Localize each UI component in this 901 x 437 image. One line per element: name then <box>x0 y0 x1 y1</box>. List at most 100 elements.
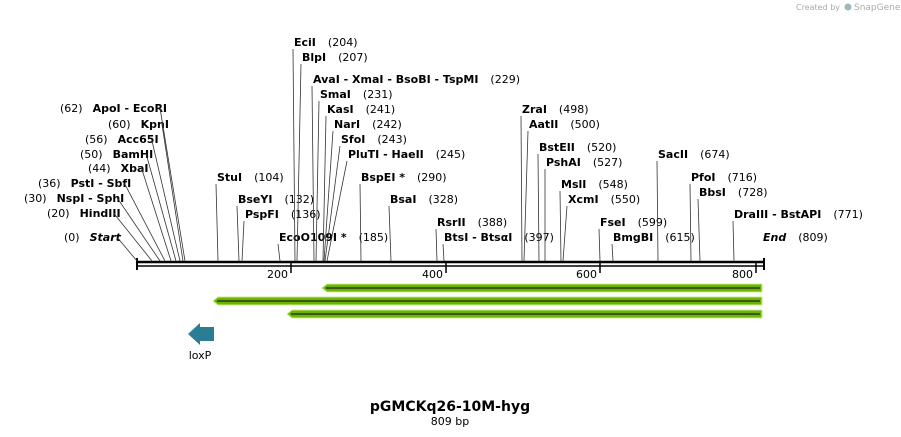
site-position: (716) <box>728 171 758 184</box>
enzyme-name: BseYI <box>238 193 272 206</box>
cut-line <box>324 145 341 262</box>
site-label: BtsI - BtsαI (397) <box>444 231 554 244</box>
cut-line <box>323 130 334 262</box>
cut-line <box>116 236 138 262</box>
site-position: (527) <box>593 156 623 169</box>
site-position: (550) <box>611 193 641 206</box>
enzyme-name: PstI - SbfI <box>71 177 132 190</box>
cut-line <box>656 160 659 262</box>
ruler-label: 200 <box>267 268 288 281</box>
site-position: (231) <box>363 88 393 101</box>
site-label: End (809) <box>763 231 828 244</box>
enzyme-name: XbaI <box>121 162 149 175</box>
cut-line <box>277 243 281 262</box>
enzyme-name: MslI <box>561 178 586 191</box>
enzyme-name: BlpI <box>302 51 326 64</box>
site-position: (50) <box>80 148 103 161</box>
site-position: (207) <box>338 51 368 64</box>
cut-line <box>241 220 245 262</box>
site-position: (30) <box>24 192 47 205</box>
cut-line <box>151 138 181 262</box>
enzyme-name: NspI - SphI <box>57 192 125 205</box>
enzyme-name: ZraI <box>522 103 547 116</box>
cut-line <box>435 228 438 262</box>
site-label: (20) HindIII <box>47 207 121 220</box>
enzyme-name: DraIII - BstAPI <box>734 208 821 221</box>
loxp-arrow <box>188 323 214 345</box>
site-label: SacII (674) <box>658 148 730 161</box>
site-position: (204) <box>328 36 358 49</box>
cut-line <box>116 197 161 262</box>
site-label: (0) Start <box>64 231 122 244</box>
site-label: (56) Acc65I <box>85 133 159 146</box>
site-label: RsrII (388) <box>437 216 507 229</box>
enzyme-name: BamHI <box>113 148 154 161</box>
site-label: XcmI (550) <box>568 193 640 206</box>
enzyme-name: BbsI <box>699 186 726 199</box>
site-label: AatII (500) <box>529 118 600 131</box>
cut-line <box>315 100 320 262</box>
brand: SnapGene <box>854 3 901 13</box>
site-label: (30) NspI - SphI <box>24 192 124 205</box>
enzyme-name: AatII <box>529 118 558 131</box>
site-position: (132) <box>284 193 314 206</box>
site-position: (136) <box>291 208 321 221</box>
cut-line <box>159 107 186 262</box>
cut-line <box>141 167 172 262</box>
site-label: KasI (241) <box>327 103 395 116</box>
site-label: PspFI (136) <box>245 208 321 221</box>
enzyme-name: BspEI * <box>361 171 405 184</box>
cut-line <box>145 153 177 262</box>
site-position: (388) <box>478 216 508 229</box>
cut-line <box>123 182 166 262</box>
enzyme-name: KasI <box>327 103 354 116</box>
logo <box>844 3 852 11</box>
site-position: (243) <box>377 133 407 146</box>
site-position: (229) <box>490 73 520 86</box>
site-position: (62) <box>60 102 83 115</box>
plasmid-name: pGMCKq26-10M-hyg <box>370 399 530 415</box>
site-label: FseI (599) <box>600 216 667 229</box>
enzyme-name: BmgBI <box>613 231 653 244</box>
enzyme-name: KpnI <box>141 118 169 131</box>
cut-line <box>520 115 523 262</box>
cut-line <box>215 183 219 262</box>
ruler-label: 800 <box>732 268 753 281</box>
enzyme-name: End <box>763 231 786 244</box>
cut-line <box>359 183 362 262</box>
site-label: BlpI (207) <box>302 51 368 64</box>
site-position: (36) <box>38 177 61 190</box>
credit: Created by <box>796 3 840 12</box>
site-label: BseYI (132) <box>238 193 314 206</box>
site-position: (290) <box>417 171 447 184</box>
cut-line <box>611 243 614 262</box>
site-label: EcoO109I * (185) <box>279 231 388 244</box>
site-position: (498) <box>559 103 589 116</box>
plasmid-length: 809 bp <box>431 415 469 428</box>
enzyme-name: HindIII <box>80 207 121 220</box>
enzyme-name: Acc65I <box>118 133 159 146</box>
site-position: (104) <box>254 171 284 184</box>
site-label: (36) PstI - SbfI <box>38 177 131 190</box>
cut-line <box>697 198 701 262</box>
cut-line <box>732 220 735 262</box>
enzyme-name: FseI <box>600 216 626 229</box>
site-position: (328) <box>428 193 458 206</box>
site-position: (56) <box>85 133 108 146</box>
enzyme-name: EcoO109I * <box>279 231 347 244</box>
ruler-label: 400 <box>422 268 443 281</box>
cut-line <box>322 115 327 262</box>
enzyme-name: BstEII <box>539 141 575 154</box>
site-position: (245) <box>436 148 466 161</box>
cut-line <box>292 48 296 262</box>
site-position: (500) <box>570 118 600 131</box>
cut-line <box>689 183 692 262</box>
site-label: (50) BamHI <box>80 148 153 161</box>
site-position: (241) <box>366 103 396 116</box>
site-label: BsaI (328) <box>390 193 458 206</box>
enzyme-name: BsaI <box>390 193 416 206</box>
site-label: SmaI (231) <box>320 88 393 101</box>
site-position: (809) <box>798 231 828 244</box>
enzyme-name: AvaI - XmaI - BsoBI - TspMI <box>313 73 478 86</box>
